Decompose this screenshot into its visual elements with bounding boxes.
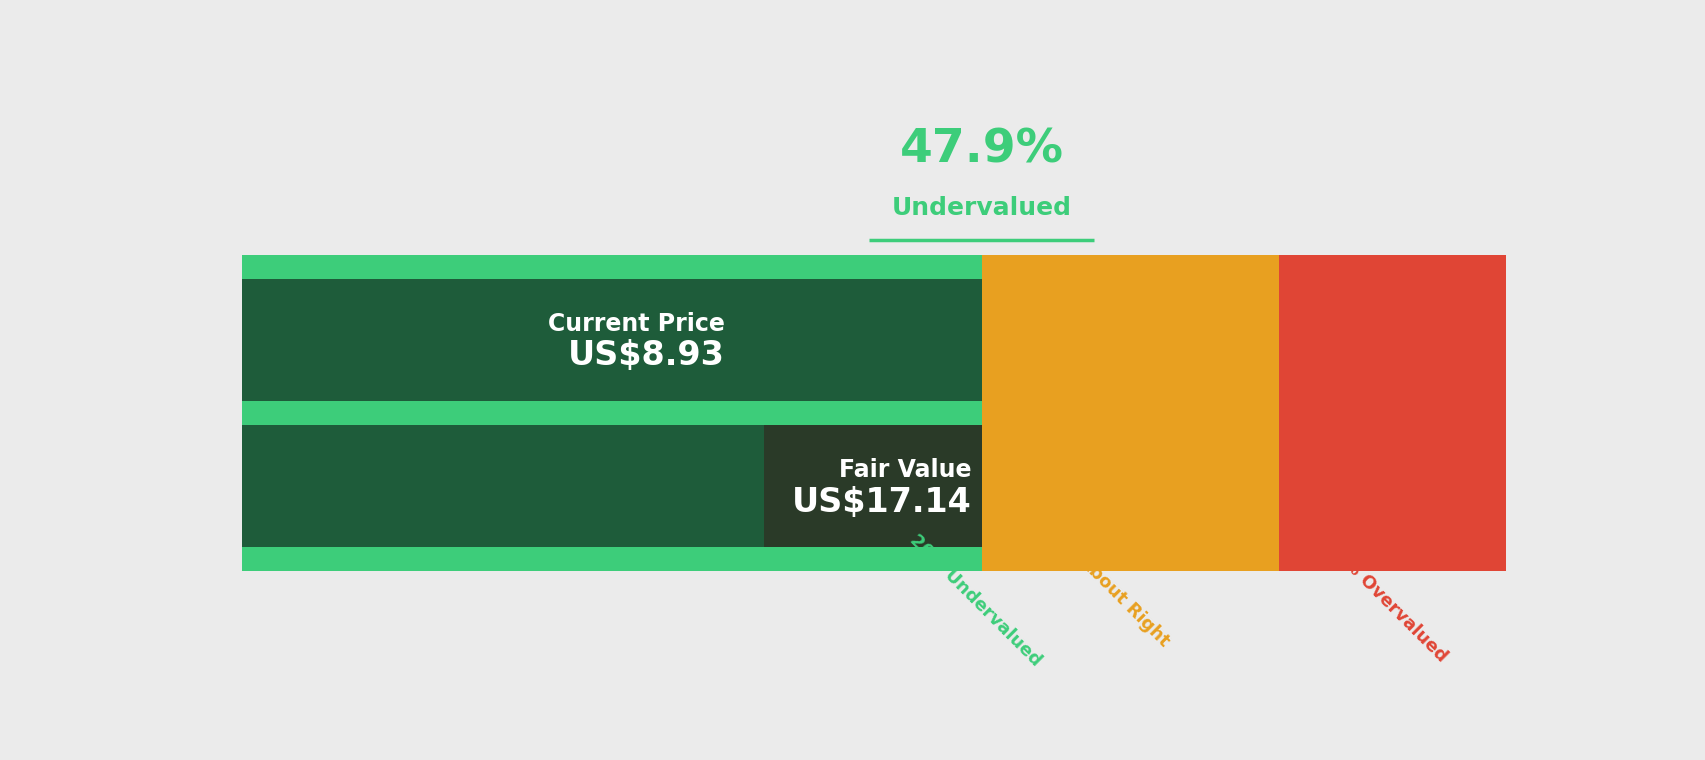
Bar bbox=[1279, 255, 1506, 571]
Bar bbox=[242, 279, 735, 401]
Text: 47.9%: 47.9% bbox=[899, 127, 1064, 173]
Text: 20% Undervalued: 20% Undervalued bbox=[905, 531, 1043, 670]
Text: 20% Overvalued: 20% Overvalued bbox=[1321, 536, 1449, 666]
Bar bbox=[242, 425, 980, 547]
Text: US$17.14: US$17.14 bbox=[791, 486, 970, 518]
Text: Fair Value: Fair Value bbox=[839, 458, 970, 482]
Bar bbox=[980, 255, 1279, 571]
Bar bbox=[242, 279, 980, 401]
Text: Current Price: Current Price bbox=[547, 312, 725, 336]
Text: Undervalued: Undervalued bbox=[892, 196, 1071, 220]
Bar bbox=[242, 255, 1506, 571]
Text: About Right: About Right bbox=[1074, 552, 1173, 650]
Text: US$8.93: US$8.93 bbox=[568, 340, 725, 372]
Bar bbox=[764, 425, 980, 547]
